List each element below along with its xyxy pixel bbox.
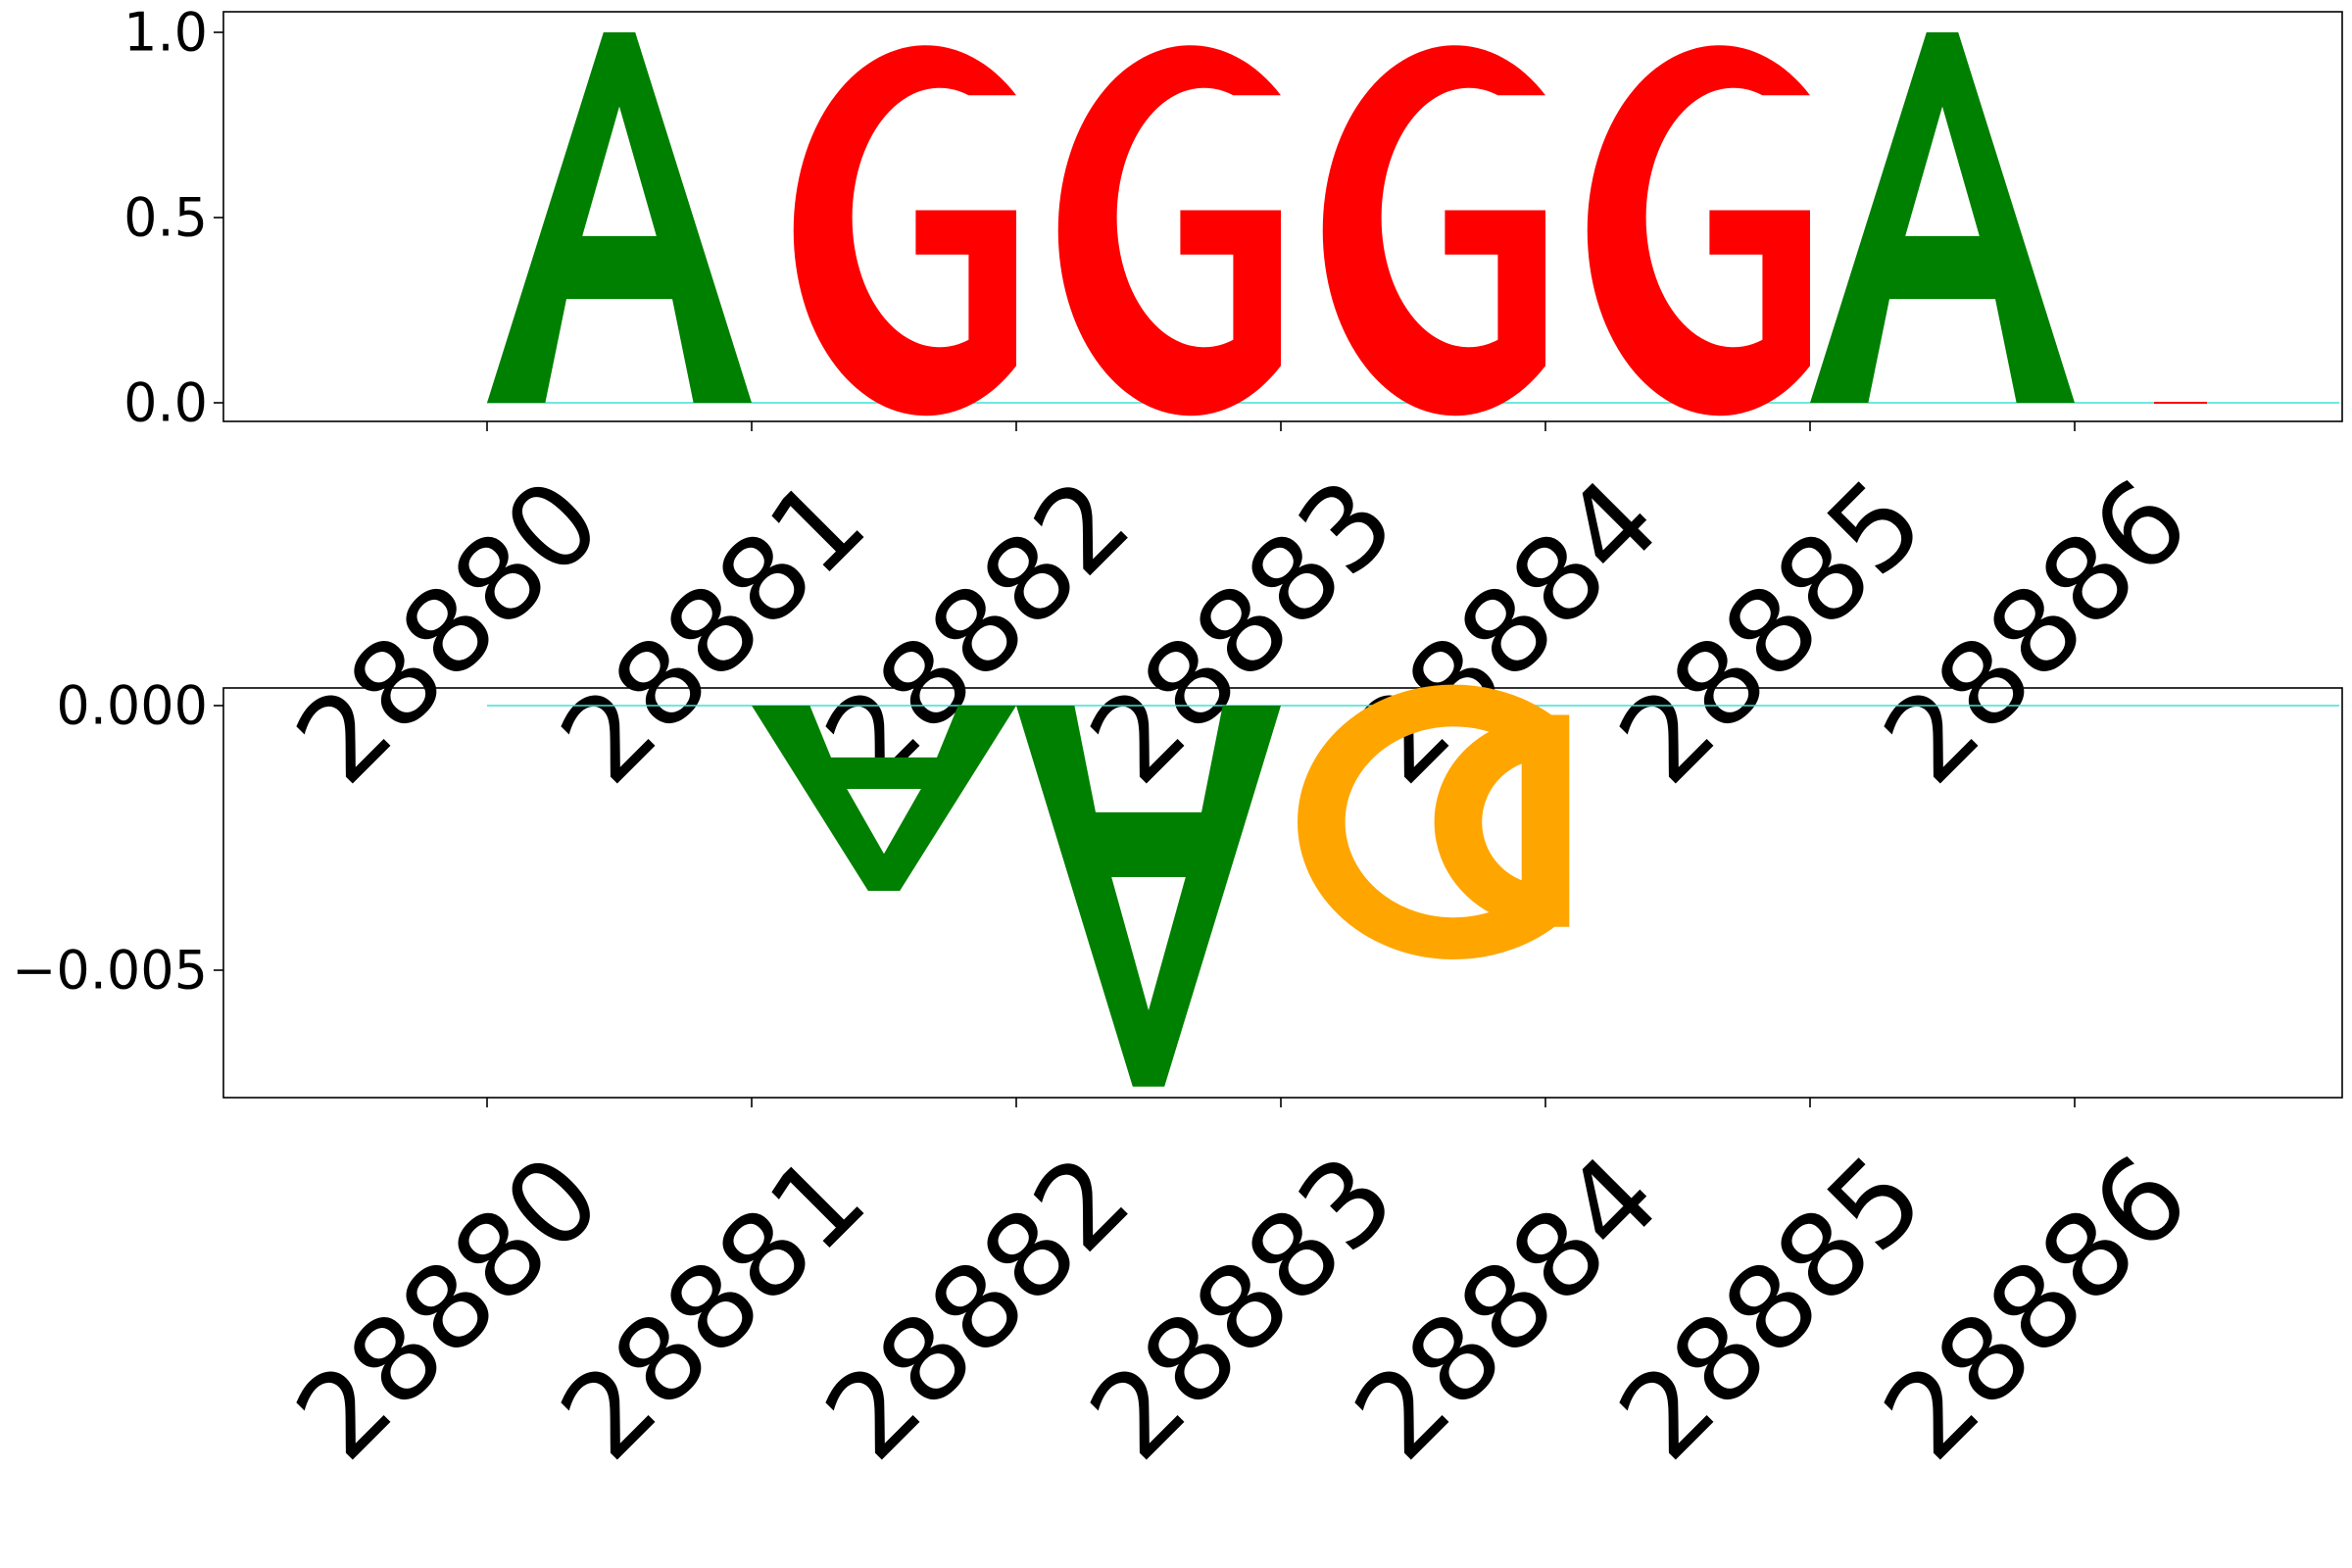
letter-G-28881 bbox=[793, 45, 1016, 416]
letter-A-28882 bbox=[1016, 706, 1281, 1087]
y-tick-label: 0.5 bbox=[123, 187, 208, 249]
plot-frame bbox=[222, 687, 2343, 1099]
y-tick-label: 0.0 bbox=[123, 372, 208, 434]
plot-frame bbox=[222, 11, 2343, 422]
letter-G-28882 bbox=[1057, 45, 1281, 416]
letter-A-28880 bbox=[487, 32, 752, 403]
letter-A-28885 bbox=[1810, 32, 2075, 403]
letter-G-28883 bbox=[1322, 45, 1545, 416]
y-tick-label: −0.005 bbox=[12, 940, 208, 1002]
y-tick-label: 0.000 bbox=[56, 675, 208, 737]
letter-C-28883 bbox=[1298, 684, 1570, 959]
letter-G-28884 bbox=[1587, 45, 1810, 416]
y-tick-label: 1.0 bbox=[123, 2, 208, 64]
letter-A-28881 bbox=[752, 706, 1016, 891]
